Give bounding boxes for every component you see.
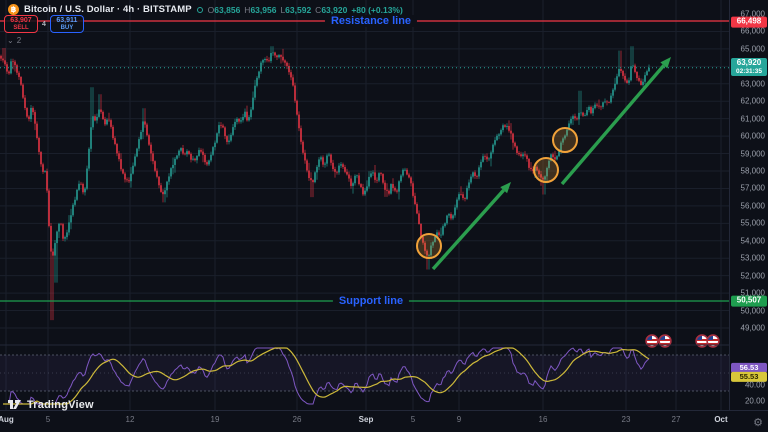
timezone-settings-gear-icon[interactable]: ⚙: [753, 417, 763, 429]
price-chip: 50,507: [731, 295, 767, 307]
bar-countdown: 02:31:35: [735, 67, 763, 75]
price-axis-label: 62,000: [740, 96, 765, 106]
price-axis-label: 67,000: [740, 9, 765, 19]
change-value: +80 (+0.13%): [351, 4, 403, 15]
rsi-axis-label: 40.00: [744, 380, 765, 390]
spread-value: 4: [42, 20, 46, 28]
us-flag-event-icon[interactable]: [645, 334, 659, 348]
time-axis-label: 5: [45, 415, 51, 424]
time-axis-label: 5: [410, 415, 416, 424]
price-axis-label: 66,000: [740, 26, 765, 36]
time-axis-label: Oct: [714, 415, 728, 424]
time-axis-label: Sep: [358, 415, 374, 424]
price-chip: 56.53: [731, 362, 767, 374]
candlestick-series: [0, 46, 650, 321]
bitcoin-icon: ฿: [8, 4, 19, 15]
symbol-header: ฿ Bitcoin / U.S. Dollar · 4h · BITSTAMP …: [8, 4, 403, 15]
time-axis-label: 16: [538, 415, 548, 424]
time-axis-label: 27: [671, 415, 681, 424]
time-axis-label: 26: [292, 415, 302, 424]
price-axis-label: 63,000: [740, 79, 765, 89]
sell-button[interactable]: 63,907 SELL: [4, 15, 38, 33]
time-axis-label: 23: [621, 415, 631, 424]
rsi-axis-label: 20.00: [744, 396, 765, 406]
rsi-ma-line: [3, 347, 650, 405]
price-chip: 55.53: [731, 371, 767, 383]
highlight-circle[interactable]: [533, 157, 559, 183]
price-axis-label: 51,000: [740, 288, 765, 298]
price-chip: 66,498: [731, 16, 767, 28]
symbol-title[interactable]: Bitcoin / U.S. Dollar · 4h · BITSTAMP: [24, 4, 192, 15]
chevron-down-icon: ⌄: [7, 36, 14, 45]
price-axis-label: 60,000: [740, 131, 765, 141]
object-count: 2: [16, 36, 22, 45]
rsi-indicator: [3, 347, 650, 405]
tradingview-glyph-icon: [8, 400, 21, 409]
buy-button[interactable]: 63,911 BUY: [49, 15, 84, 33]
resistance-line-label[interactable]: Resistance line: [324, 15, 418, 27]
price-axis-label: 65,000: [740, 44, 765, 54]
highlight-circle[interactable]: [416, 233, 442, 259]
support-line-label[interactable]: Support line: [332, 295, 410, 307]
tradingview-logo[interactable]: TradingView: [7, 398, 94, 411]
us-flag-event-icon[interactable]: [706, 334, 720, 348]
rsi-line: [3, 347, 650, 405]
time-axis-label: 12: [125, 415, 135, 424]
price-axis-label: 61,000: [740, 114, 765, 124]
trade-panel: 63,907 SELL 4 63,911 BUY: [4, 15, 84, 33]
time-axis[interactable]: Aug 5 12 19 26 Sep 5 9 16 23 27 Oct: [0, 410, 768, 432]
price-axis-label: 57,000: [740, 183, 765, 193]
price-axis-label: 53,000: [740, 253, 765, 263]
grid: [0, 0, 730, 411]
time-axis-label: 9: [456, 415, 462, 424]
time-axis-label: Aug: [0, 415, 14, 424]
price-axis[interactable]: 67,000 66,000 65,000 63,000 62,000 61,000 60,0…: [729, 0, 768, 411]
price-axis-label: 58,000: [740, 166, 765, 176]
price-axis-label: 55,000: [740, 218, 765, 228]
price-axis-label: 50,000: [740, 306, 765, 316]
price-chip: 63,920 02:31:35: [731, 58, 767, 76]
price-axis-label: 56,000: [740, 201, 765, 211]
trend-arrow[interactable]: [431, 182, 511, 271]
price-axis-label: 59,000: [740, 149, 765, 159]
object-tree-collapsed-chip[interactable]: ⌄ 2: [7, 36, 21, 45]
price-axis-label: 49,000: [740, 323, 765, 333]
price-axis-label: 52,000: [740, 271, 765, 281]
price-axis-label: 54,000: [740, 236, 765, 246]
trend-arrow[interactable]: [560, 57, 671, 186]
realtime-dot-icon: [196, 6, 203, 13]
us-flag-event-icon[interactable]: [658, 334, 672, 348]
ohlc-values: O63,856 H63,956 L63,592 C63,920 +80 (+0.…: [207, 4, 403, 15]
highlight-circle[interactable]: [552, 127, 578, 153]
time-axis-label: 19: [210, 415, 220, 424]
